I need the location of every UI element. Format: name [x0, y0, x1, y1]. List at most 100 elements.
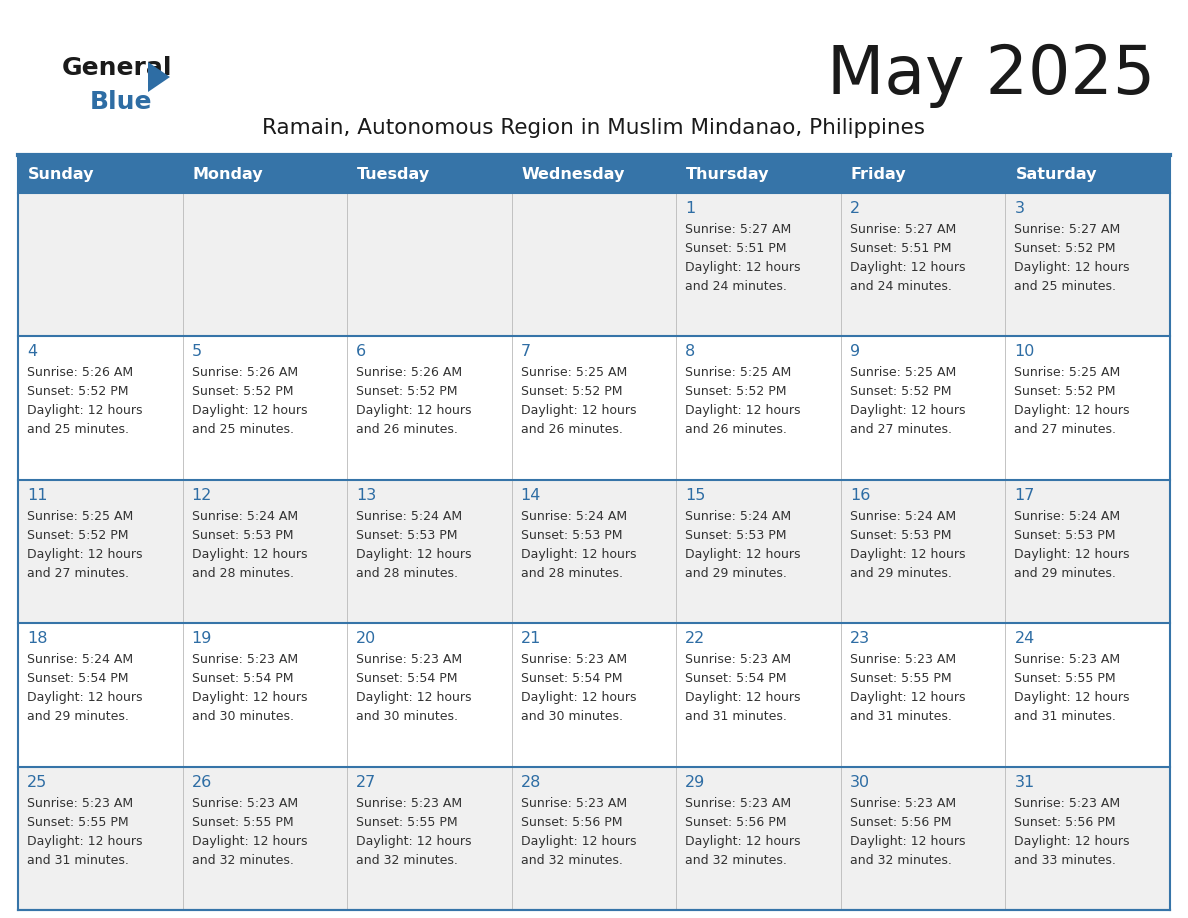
Text: and 32 minutes.: and 32 minutes.	[191, 854, 293, 867]
Text: Daylight: 12 hours: Daylight: 12 hours	[849, 691, 966, 704]
Text: General: General	[62, 56, 172, 80]
Text: Sunday: Sunday	[29, 166, 95, 182]
Text: Daylight: 12 hours: Daylight: 12 hours	[685, 834, 801, 847]
Text: Sunset: 5:51 PM: Sunset: 5:51 PM	[685, 242, 786, 255]
Text: Daylight: 12 hours: Daylight: 12 hours	[356, 691, 472, 704]
Text: Daylight: 12 hours: Daylight: 12 hours	[520, 548, 637, 561]
Text: Sunset: 5:54 PM: Sunset: 5:54 PM	[191, 672, 293, 685]
FancyBboxPatch shape	[183, 480, 347, 623]
Text: Sunrise: 5:24 AM: Sunrise: 5:24 AM	[356, 509, 462, 522]
FancyBboxPatch shape	[512, 480, 676, 623]
FancyBboxPatch shape	[18, 623, 183, 767]
Text: and 30 minutes.: and 30 minutes.	[191, 711, 293, 723]
Text: Sunset: 5:56 PM: Sunset: 5:56 PM	[520, 815, 623, 829]
Text: Sunrise: 5:23 AM: Sunrise: 5:23 AM	[849, 797, 956, 810]
FancyBboxPatch shape	[183, 336, 347, 480]
Text: 23: 23	[849, 632, 870, 646]
Text: Sunrise: 5:26 AM: Sunrise: 5:26 AM	[27, 366, 133, 379]
Text: Sunset: 5:56 PM: Sunset: 5:56 PM	[849, 815, 952, 829]
Text: Sunset: 5:51 PM: Sunset: 5:51 PM	[849, 242, 952, 255]
Text: 25: 25	[27, 775, 48, 789]
Text: Daylight: 12 hours: Daylight: 12 hours	[191, 548, 307, 561]
Text: Daylight: 12 hours: Daylight: 12 hours	[356, 834, 472, 847]
Text: 10: 10	[1015, 344, 1035, 360]
Text: Sunrise: 5:26 AM: Sunrise: 5:26 AM	[356, 366, 462, 379]
Text: Sunset: 5:55 PM: Sunset: 5:55 PM	[356, 815, 457, 829]
Text: Sunrise: 5:23 AM: Sunrise: 5:23 AM	[849, 654, 956, 666]
FancyBboxPatch shape	[676, 336, 841, 480]
Text: 13: 13	[356, 487, 377, 503]
Text: 27: 27	[356, 775, 377, 789]
FancyBboxPatch shape	[347, 193, 512, 336]
Text: 15: 15	[685, 487, 706, 503]
Text: and 33 minutes.: and 33 minutes.	[1015, 854, 1117, 867]
Text: 17: 17	[1015, 487, 1035, 503]
FancyBboxPatch shape	[18, 480, 183, 623]
Text: and 29 minutes.: and 29 minutes.	[27, 711, 128, 723]
Text: Sunrise: 5:23 AM: Sunrise: 5:23 AM	[520, 797, 627, 810]
Text: Wednesday: Wednesday	[522, 166, 625, 182]
Text: and 27 minutes.: and 27 minutes.	[27, 566, 129, 580]
FancyBboxPatch shape	[512, 623, 676, 767]
Text: and 24 minutes.: and 24 minutes.	[849, 280, 952, 293]
Text: Sunset: 5:52 PM: Sunset: 5:52 PM	[685, 386, 786, 398]
Text: Blue: Blue	[90, 90, 152, 114]
Text: 2: 2	[849, 201, 860, 216]
Text: Sunrise: 5:23 AM: Sunrise: 5:23 AM	[685, 797, 791, 810]
Text: Sunset: 5:54 PM: Sunset: 5:54 PM	[520, 672, 623, 685]
FancyBboxPatch shape	[1005, 767, 1170, 910]
Text: and 30 minutes.: and 30 minutes.	[356, 711, 459, 723]
Text: Sunrise: 5:25 AM: Sunrise: 5:25 AM	[1015, 366, 1120, 379]
Text: Sunrise: 5:27 AM: Sunrise: 5:27 AM	[849, 223, 956, 236]
Text: Daylight: 12 hours: Daylight: 12 hours	[849, 405, 966, 418]
Text: and 28 minutes.: and 28 minutes.	[520, 566, 623, 580]
FancyBboxPatch shape	[512, 193, 676, 336]
Text: Sunrise: 5:27 AM: Sunrise: 5:27 AM	[1015, 223, 1120, 236]
Text: and 31 minutes.: and 31 minutes.	[849, 711, 952, 723]
Text: 9: 9	[849, 344, 860, 360]
Text: Sunset: 5:52 PM: Sunset: 5:52 PM	[27, 386, 128, 398]
Text: Sunset: 5:56 PM: Sunset: 5:56 PM	[685, 815, 786, 829]
Text: Sunrise: 5:23 AM: Sunrise: 5:23 AM	[356, 654, 462, 666]
Text: Daylight: 12 hours: Daylight: 12 hours	[685, 691, 801, 704]
Text: Sunset: 5:52 PM: Sunset: 5:52 PM	[27, 529, 128, 542]
Text: Sunrise: 5:24 AM: Sunrise: 5:24 AM	[520, 509, 627, 522]
Text: and 30 minutes.: and 30 minutes.	[520, 711, 623, 723]
Text: Sunset: 5:52 PM: Sunset: 5:52 PM	[849, 386, 952, 398]
Text: and 26 minutes.: and 26 minutes.	[520, 423, 623, 436]
Text: 19: 19	[191, 632, 211, 646]
Text: 18: 18	[27, 632, 48, 646]
Text: Sunrise: 5:25 AM: Sunrise: 5:25 AM	[520, 366, 627, 379]
FancyBboxPatch shape	[183, 155, 347, 193]
Text: Sunrise: 5:25 AM: Sunrise: 5:25 AM	[27, 509, 133, 522]
Text: 16: 16	[849, 487, 871, 503]
Text: Sunset: 5:53 PM: Sunset: 5:53 PM	[191, 529, 293, 542]
Text: 26: 26	[191, 775, 211, 789]
Text: Sunrise: 5:23 AM: Sunrise: 5:23 AM	[685, 654, 791, 666]
Text: Sunrise: 5:23 AM: Sunrise: 5:23 AM	[520, 654, 627, 666]
Text: Sunset: 5:52 PM: Sunset: 5:52 PM	[520, 386, 623, 398]
Text: Sunset: 5:53 PM: Sunset: 5:53 PM	[356, 529, 457, 542]
Text: Saturday: Saturday	[1016, 166, 1097, 182]
Text: Daylight: 12 hours: Daylight: 12 hours	[1015, 691, 1130, 704]
Text: 3: 3	[1015, 201, 1024, 216]
Text: Daylight: 12 hours: Daylight: 12 hours	[27, 405, 143, 418]
Text: and 32 minutes.: and 32 minutes.	[356, 854, 459, 867]
FancyBboxPatch shape	[347, 767, 512, 910]
Text: and 32 minutes.: and 32 minutes.	[520, 854, 623, 867]
Polygon shape	[148, 62, 170, 92]
Text: Sunset: 5:54 PM: Sunset: 5:54 PM	[356, 672, 457, 685]
FancyBboxPatch shape	[18, 193, 183, 336]
Text: Sunset: 5:52 PM: Sunset: 5:52 PM	[1015, 242, 1116, 255]
Text: Daylight: 12 hours: Daylight: 12 hours	[849, 834, 966, 847]
Text: 8: 8	[685, 344, 695, 360]
Text: Sunset: 5:53 PM: Sunset: 5:53 PM	[520, 529, 623, 542]
Text: Sunset: 5:54 PM: Sunset: 5:54 PM	[27, 672, 128, 685]
Text: 5: 5	[191, 344, 202, 360]
Text: Sunset: 5:55 PM: Sunset: 5:55 PM	[191, 815, 293, 829]
Text: Sunset: 5:54 PM: Sunset: 5:54 PM	[685, 672, 786, 685]
Text: Thursday: Thursday	[687, 166, 770, 182]
Text: 4: 4	[27, 344, 37, 360]
Text: 6: 6	[356, 344, 366, 360]
Text: 12: 12	[191, 487, 211, 503]
